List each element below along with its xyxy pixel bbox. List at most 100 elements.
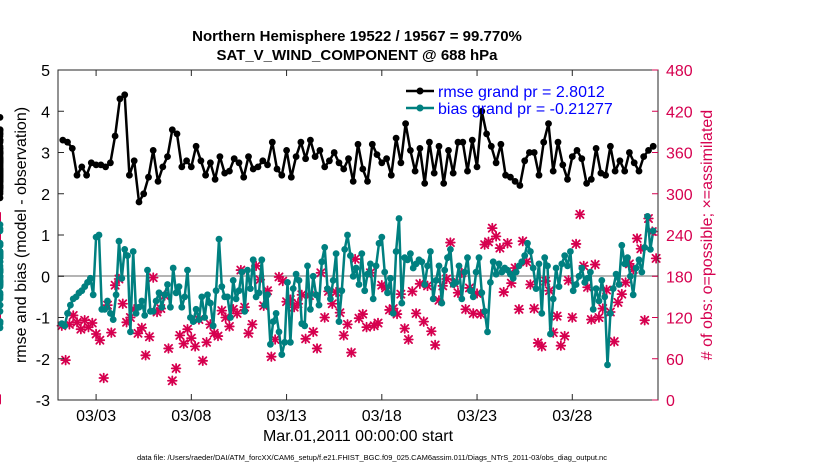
bias-point xyxy=(372,262,380,270)
bias-point xyxy=(0,241,4,249)
bias-point xyxy=(478,289,486,297)
x-tick-label: 03/18 xyxy=(362,408,402,425)
bias-point xyxy=(264,291,271,299)
bias-point xyxy=(567,248,574,255)
bias-point xyxy=(487,279,494,286)
bias-point xyxy=(175,283,183,290)
bias-point xyxy=(458,295,466,303)
obs-point xyxy=(536,341,548,352)
obs-point xyxy=(117,298,128,309)
rmse-point xyxy=(430,169,438,177)
rmse-point xyxy=(297,138,305,146)
bias-point xyxy=(207,299,214,307)
rmse-point xyxy=(583,180,590,187)
bias-point xyxy=(421,281,429,288)
obs-point xyxy=(361,321,372,333)
bias-point xyxy=(647,246,654,253)
bias-point xyxy=(324,285,331,292)
bias-point xyxy=(318,258,326,266)
obs-point xyxy=(60,354,71,366)
rmse-point xyxy=(568,153,576,161)
bias-point xyxy=(558,260,566,268)
obs-point xyxy=(140,350,151,361)
rmse-point xyxy=(0,175,4,183)
rmse-point xyxy=(468,136,476,144)
x-tick-label: 03/28 xyxy=(552,408,592,425)
bias-point xyxy=(87,274,94,282)
bias-point xyxy=(204,291,211,299)
bias-point xyxy=(167,303,174,311)
y2-tick-label: 420 xyxy=(666,104,693,121)
bias-point xyxy=(112,291,120,299)
bias-point xyxy=(312,291,320,299)
y-tick-label: 0 xyxy=(41,269,50,286)
rmse-point xyxy=(473,163,481,171)
obs-point xyxy=(75,323,87,335)
bias-point xyxy=(627,272,634,280)
bias-point xyxy=(641,244,649,251)
bias-point xyxy=(529,264,537,272)
bias-point xyxy=(247,285,254,292)
bias-point xyxy=(258,256,266,264)
bias-point xyxy=(289,285,297,292)
bias-point xyxy=(292,270,300,278)
obs-point xyxy=(418,316,429,327)
bias-point xyxy=(126,328,134,336)
rmse-point xyxy=(183,157,191,165)
obs-point xyxy=(266,351,277,362)
bias-point xyxy=(138,297,146,305)
obs-point xyxy=(567,312,578,323)
rmse-point xyxy=(478,107,486,115)
y2-tick-label: 0 xyxy=(666,393,675,410)
bias-point xyxy=(572,281,580,288)
legend-rmse-label: rmse grand pr = 2.8012 xyxy=(438,84,605,101)
bias-point xyxy=(481,307,489,315)
y-tick-label: -1 xyxy=(36,311,50,328)
rmse-point xyxy=(235,159,243,167)
bias-point xyxy=(584,274,591,282)
bias-point xyxy=(455,262,463,270)
obs-point xyxy=(189,341,201,352)
bias-point xyxy=(218,283,226,290)
bias-point xyxy=(255,289,263,297)
rmse-point xyxy=(207,159,214,167)
bias-point xyxy=(344,231,351,239)
bias-point xyxy=(144,266,151,274)
bias-point xyxy=(364,270,371,278)
x-tick-label: 03/13 xyxy=(267,408,307,425)
bias-point xyxy=(432,277,440,284)
obs-point xyxy=(167,375,178,386)
obs-point xyxy=(197,355,208,367)
rmse-point xyxy=(245,153,252,161)
rmse-point xyxy=(507,173,514,181)
bias-series xyxy=(0,213,657,369)
bias-point xyxy=(349,272,357,280)
rmse-point xyxy=(492,159,500,167)
obs-point xyxy=(445,237,456,248)
bias-point xyxy=(532,285,540,292)
rmse-point xyxy=(78,163,86,171)
bias-point xyxy=(0,252,4,259)
obs-point xyxy=(559,330,570,342)
bias-point xyxy=(535,260,543,268)
bias-point xyxy=(427,248,434,255)
rmse-point xyxy=(259,157,267,165)
bias-point xyxy=(261,301,269,309)
rmse-point xyxy=(364,178,371,185)
y-tick-label: 2 xyxy=(41,187,50,204)
obs-point xyxy=(399,323,410,334)
bias-point xyxy=(527,248,534,255)
obs-point xyxy=(182,323,193,335)
bias-point xyxy=(555,283,563,290)
rmse-point xyxy=(526,149,533,156)
rmse-point xyxy=(464,167,471,175)
axes: -3 -2 -1 0 1 2 3 4 5 0 60 120 180 240 300 360 420 480 03/0… xyxy=(36,63,693,425)
obs-point xyxy=(144,331,155,342)
bias-point xyxy=(444,254,451,262)
bias-point xyxy=(275,328,283,336)
bias-point xyxy=(607,310,614,317)
rmse-point xyxy=(416,145,424,152)
bias-point xyxy=(64,310,71,317)
bias-point xyxy=(61,322,69,330)
rmse-point xyxy=(354,140,362,148)
